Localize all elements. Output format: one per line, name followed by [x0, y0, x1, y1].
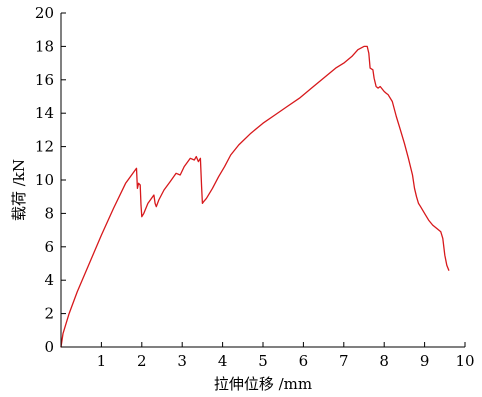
series-line-1 [60, 45, 450, 348]
x-tick-label: 9 [420, 352, 430, 370]
y-tick-label: 2 [44, 305, 54, 323]
y-axis-ticks: 2 4 6 8 10 12 14 16 18 20 [35, 4, 66, 323]
y-tick-label: 20 [35, 4, 54, 22]
x-axis-ticks: 1 2 3 4 5 6 7 8 9 10 [97, 342, 475, 370]
x-tick-label: 1 [97, 352, 107, 370]
y-tick-label: 12 [35, 138, 54, 156]
x-axis-title: 拉伸位移 /mm [214, 375, 312, 393]
x-tick-label: 2 [137, 352, 147, 370]
x-tick-label: 3 [177, 352, 187, 370]
y-axis-title: 载荷 /kN [10, 159, 28, 221]
x-tick-label: 6 [299, 352, 309, 370]
y-tick-label: 4 [44, 271, 54, 289]
x-tick-label: 10 [455, 352, 474, 370]
x-tick-label: 5 [258, 352, 268, 370]
y-tick-label: 6 [44, 238, 54, 256]
series-layer [60, 45, 450, 348]
y-tick-label: 10 [35, 171, 54, 189]
x-tick-label: 4 [218, 352, 228, 370]
origin-tick-label: 0 [44, 338, 54, 356]
y-tick-label: 16 [35, 71, 54, 89]
y-tick-label: 18 [35, 37, 54, 55]
y-tick-label: 14 [35, 104, 54, 122]
y-tick-label: 8 [44, 204, 54, 222]
x-tick-label: 7 [339, 352, 349, 370]
x-tick-label: 8 [379, 352, 389, 370]
